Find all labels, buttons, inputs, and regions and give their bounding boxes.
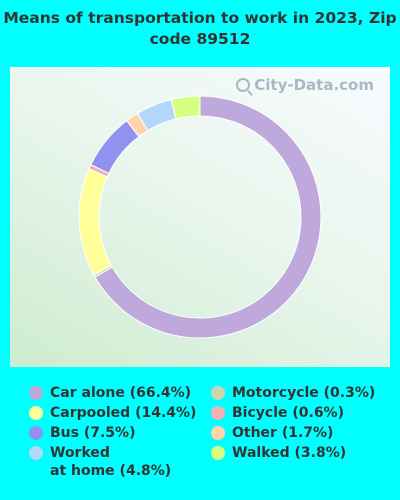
legend-item-2: Bus (7.5%) [29,424,135,442]
legend-label: Other (1.7%) [232,424,333,442]
legend-label-line: Other (1.7%) [232,425,334,441]
donut-slice-2 [78,168,113,276]
legend-label-line: Bus (7.5%) [50,425,136,441]
legend-label-line: Car alone (66.4%) [50,385,192,401]
legend-swatch [29,406,43,420]
legend-label: Walked (3.8%) [232,444,346,462]
legend-swatch [29,426,43,440]
legend-label: Car alone (66.4%) [50,384,191,402]
legend-label: Motorcycle (0.3%) [232,384,375,402]
legend-label-line: Carpooled (14.4%) [50,405,197,421]
legend-swatch [29,386,43,400]
legend-item-0: Car alone (66.4%) [29,384,191,402]
watermark: City-Data.com [236,76,374,94]
legend-label: Bicycle (0.6%) [232,404,344,422]
legend-item-4: Motorcycle (0.3%) [211,384,375,402]
legend-label-line: at home (4.8%) [50,463,172,479]
chart-title: Means of transportation to work in 2023,… [3,9,397,48]
legend-swatch [211,426,225,440]
legend-swatch [29,446,43,460]
legend: Car alone (66.4%) Carpooled (14.4%) Bus (7… [0,384,400,494]
chart-panel: City-Data.com [10,67,390,367]
legend-label: Carpooled (14.4%) [50,404,196,422]
donut-slice-7 [170,95,201,120]
legend-swatch [211,446,225,460]
legend-swatch [211,406,225,420]
legend-item-3: Worked at home (4.8%) [29,444,171,480]
legend-label-line: Walked (3.8%) [232,445,347,461]
legend-item-5: Bicycle (0.6%) [211,404,344,422]
legend-label: Worked at home (4.8%) [50,444,171,480]
legend-item-6: Other (1.7%) [211,424,333,442]
legend-item-7: Walked (3.8%) [211,444,346,462]
donut-slice-0 [94,95,322,339]
watermark-text: City-Data.com [254,76,374,94]
legend-swatch [211,386,225,400]
legend-item-1: Carpooled (14.4%) [29,404,196,422]
legend-label-line: Motorcycle (0.3%) [232,385,376,401]
legend-label: Bus (7.5%) [50,424,135,442]
magnifier-icon [236,78,251,92]
legend-label-line: Worked [50,445,110,461]
donut-chart [78,95,322,339]
donut-slice-4 [90,120,140,175]
legend-label-line: Bicycle (0.6%) [232,405,344,421]
